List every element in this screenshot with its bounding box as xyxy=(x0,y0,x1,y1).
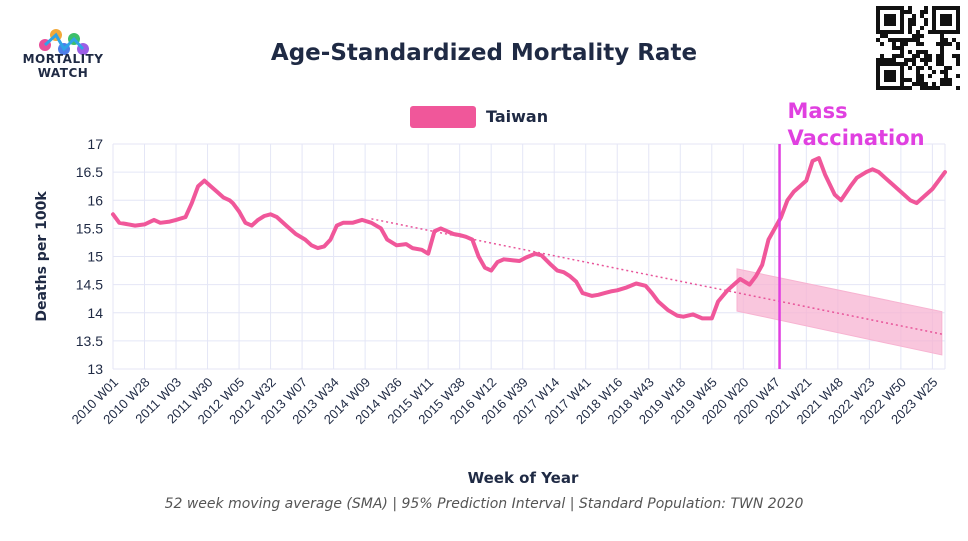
series-line-taiwan xyxy=(111,156,947,321)
y-axis-label: Deaths per 100k xyxy=(34,191,50,322)
mortality-watch-logo xyxy=(39,29,89,55)
y-tick-label: 15 xyxy=(87,249,103,265)
x-axis-label: Week of Year xyxy=(468,469,579,487)
y-tick-label: 15.5 xyxy=(76,220,103,236)
legend-swatch xyxy=(410,106,476,128)
y-tick-label: 16 xyxy=(87,192,103,208)
chart-title: Age-Standardized Mortality Rate xyxy=(270,40,698,66)
prediction-interval-band xyxy=(736,268,943,356)
legend-label: Taiwan xyxy=(486,107,549,126)
y-tick-label: 16.5 xyxy=(76,164,103,180)
y-tick-label: 13 xyxy=(87,361,103,377)
y-tick-label: 14.5 xyxy=(76,277,103,293)
y-tick-label: 14 xyxy=(87,305,103,321)
y-tick-label: 13.5 xyxy=(76,333,103,349)
y-tick-label: 17 xyxy=(87,136,103,152)
qr-code-icon xyxy=(876,6,960,90)
logo-text: MORTALITY WATCH xyxy=(22,52,104,80)
mass-vaccination-label: Mass Vaccination xyxy=(788,99,925,150)
chart-caption: 52 week moving average (SMA) | 95% Predi… xyxy=(164,496,804,512)
